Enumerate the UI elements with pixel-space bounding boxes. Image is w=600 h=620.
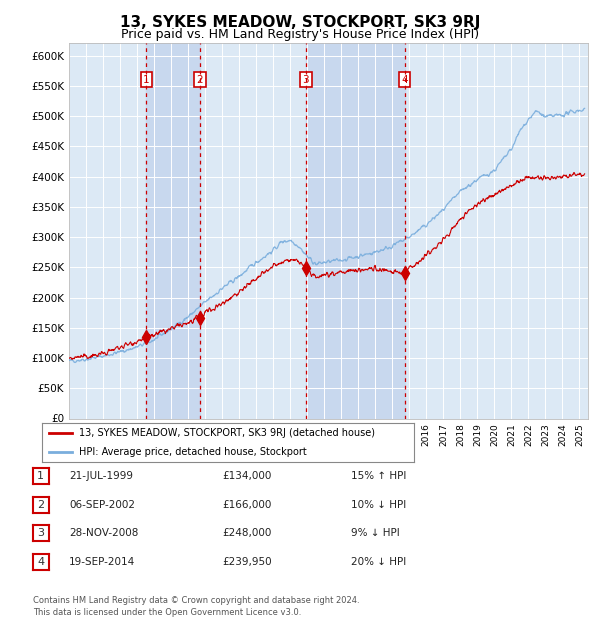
Text: 2: 2 — [196, 74, 203, 85]
Text: £239,950: £239,950 — [222, 557, 272, 567]
Bar — [305, 43, 404, 418]
Text: 2: 2 — [37, 500, 44, 510]
Text: 13, SYKES MEADOW, STOCKPORT, SK3 9RJ (detached house): 13, SYKES MEADOW, STOCKPORT, SK3 9RJ (de… — [79, 428, 375, 438]
Text: 4: 4 — [37, 557, 44, 567]
Text: 28-NOV-2008: 28-NOV-2008 — [69, 528, 139, 538]
Text: 15% ↑ HPI: 15% ↑ HPI — [351, 471, 406, 481]
Text: £248,000: £248,000 — [222, 528, 271, 538]
Text: 19-SEP-2014: 19-SEP-2014 — [69, 557, 135, 567]
Text: 21-JUL-1999: 21-JUL-1999 — [69, 471, 133, 481]
Text: £166,000: £166,000 — [222, 500, 271, 510]
Bar — [146, 43, 200, 418]
Text: 10% ↓ HPI: 10% ↓ HPI — [351, 500, 406, 510]
Text: 13, SYKES MEADOW, STOCKPORT, SK3 9RJ: 13, SYKES MEADOW, STOCKPORT, SK3 9RJ — [120, 16, 480, 30]
Text: Price paid vs. HM Land Registry's House Price Index (HPI): Price paid vs. HM Land Registry's House … — [121, 28, 479, 41]
Text: 9% ↓ HPI: 9% ↓ HPI — [351, 528, 400, 538]
Text: 06-SEP-2002: 06-SEP-2002 — [69, 500, 135, 510]
Text: 20% ↓ HPI: 20% ↓ HPI — [351, 557, 406, 567]
Text: 3: 3 — [37, 528, 44, 538]
Text: Contains HM Land Registry data © Crown copyright and database right 2024.
This d: Contains HM Land Registry data © Crown c… — [33, 596, 359, 617]
Text: £134,000: £134,000 — [222, 471, 271, 481]
Text: HPI: Average price, detached house, Stockport: HPI: Average price, detached house, Stoc… — [79, 447, 307, 457]
Text: 3: 3 — [302, 74, 309, 85]
Text: 1: 1 — [143, 74, 150, 85]
Text: 4: 4 — [401, 74, 408, 85]
Text: 1: 1 — [37, 471, 44, 481]
